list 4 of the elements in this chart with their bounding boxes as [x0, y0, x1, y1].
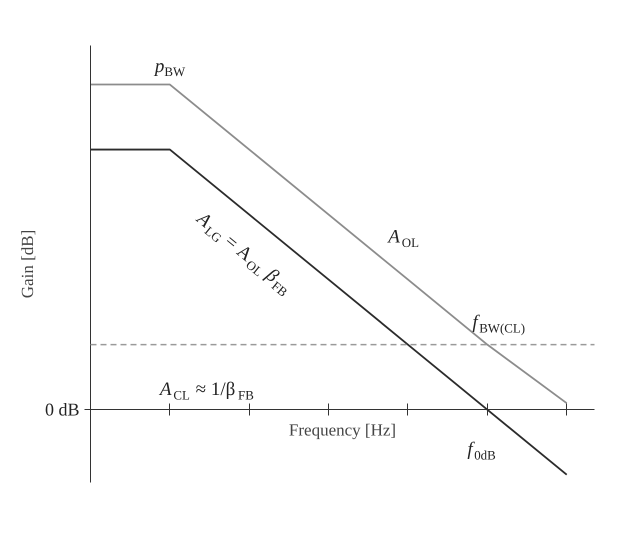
x-axis-title: Frequency [Hz]: [288, 420, 396, 440]
text: 0 dB: [44, 400, 80, 420]
text: ALG = AOL βFB: [191, 206, 290, 300]
y-axis-title: Gain [dB]: [18, 230, 37, 298]
